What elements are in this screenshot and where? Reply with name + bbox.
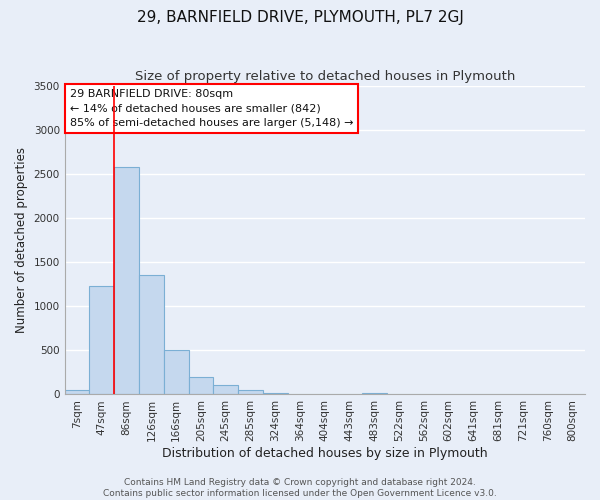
Text: Contains HM Land Registry data © Crown copyright and database right 2024.
Contai: Contains HM Land Registry data © Crown c… (103, 478, 497, 498)
Bar (214, 384, 238, 394)
Bar (139, 276, 164, 394)
Bar (89, 286, 114, 395)
Bar (188, 377, 214, 394)
Text: 29, BARNFIELD DRIVE, PLYMOUTH, PL7 2GJ: 29, BARNFIELD DRIVE, PLYMOUTH, PL7 2GJ (137, 10, 463, 25)
X-axis label: Distribution of detached houses by size in Plymouth: Distribution of detached houses by size … (162, 447, 488, 460)
Text: 29 BARNFIELD DRIVE: 80sqm
← 14% of detached houses are smaller (842)
85% of semi: 29 BARNFIELD DRIVE: 80sqm ← 14% of detac… (70, 88, 353, 128)
Y-axis label: Number of detached properties: Number of detached properties (15, 147, 28, 333)
Bar (164, 350, 188, 395)
Bar (65, 390, 89, 394)
Title: Size of property relative to detached houses in Plymouth: Size of property relative to detached ho… (134, 70, 515, 83)
Bar (114, 167, 139, 394)
Bar (362, 392, 387, 394)
Bar (263, 392, 287, 394)
Bar (238, 390, 263, 394)
